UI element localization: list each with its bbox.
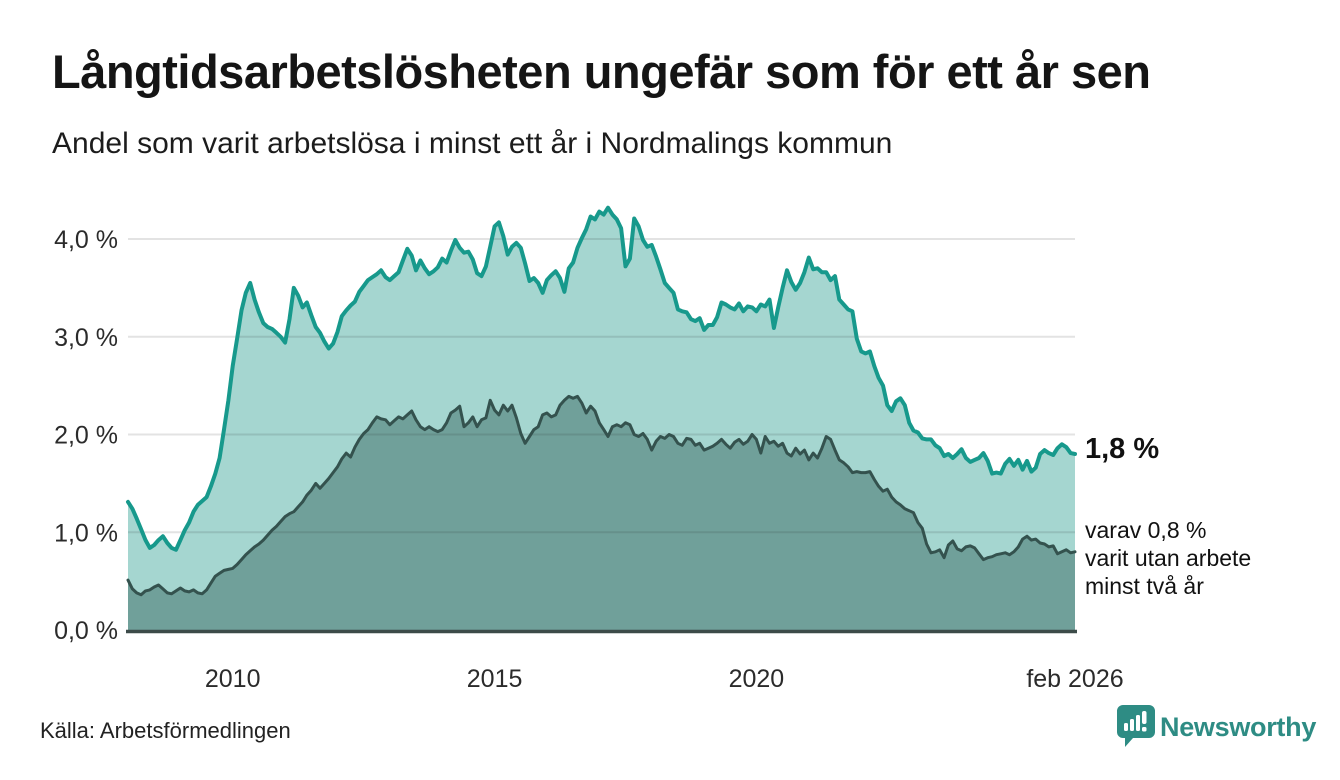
chart-title: Långtidsarbetslösheten ungefär som för e…: [52, 45, 1151, 98]
source-caption: Källa: Arbetsförmedlingen: [40, 718, 291, 743]
line-minst-tva-ar: [126, 394, 1077, 597]
y-axis-tick-label: 3,0 %: [54, 324, 118, 352]
x-axis-tick-label: 2010: [205, 665, 261, 693]
exclamation-glyph: [1142, 711, 1147, 732]
x-axis-tick-label: 2015: [467, 665, 523, 693]
y-axis-tick-label: 4,0 %: [54, 226, 118, 254]
bar-chart-glyph: [1124, 715, 1140, 731]
brand-name: Newsworthy: [1160, 712, 1317, 742]
latest-value-label: 1,8 %: [1085, 433, 1160, 465]
y-axis-tick-label: 2,0 %: [54, 422, 118, 450]
newsworthy-logo-icon: [1117, 705, 1155, 747]
secondary-annotation: varav 0,8 % varit utan arbete minst två …: [1085, 516, 1251, 600]
annotation-line: varit utan arbete: [1085, 545, 1252, 571]
y-axis-tick-label: 0,0 %: [54, 617, 118, 645]
x-axis-tick-label: feb 2026: [1026, 665, 1123, 693]
annotation-line: varav 0,8 %: [1085, 517, 1207, 543]
line-minst-ett-ar: [126, 205, 1077, 552]
x-axis-tick-label: 2020: [729, 665, 785, 693]
y-axis-tick-label: 1,0 %: [54, 519, 118, 547]
annotation-line: minst två år: [1085, 573, 1204, 599]
chart-subtitle: Andel som varit arbetslösa i minst ett å…: [52, 127, 893, 160]
area-minst-tva-ar: [128, 396, 1075, 630]
